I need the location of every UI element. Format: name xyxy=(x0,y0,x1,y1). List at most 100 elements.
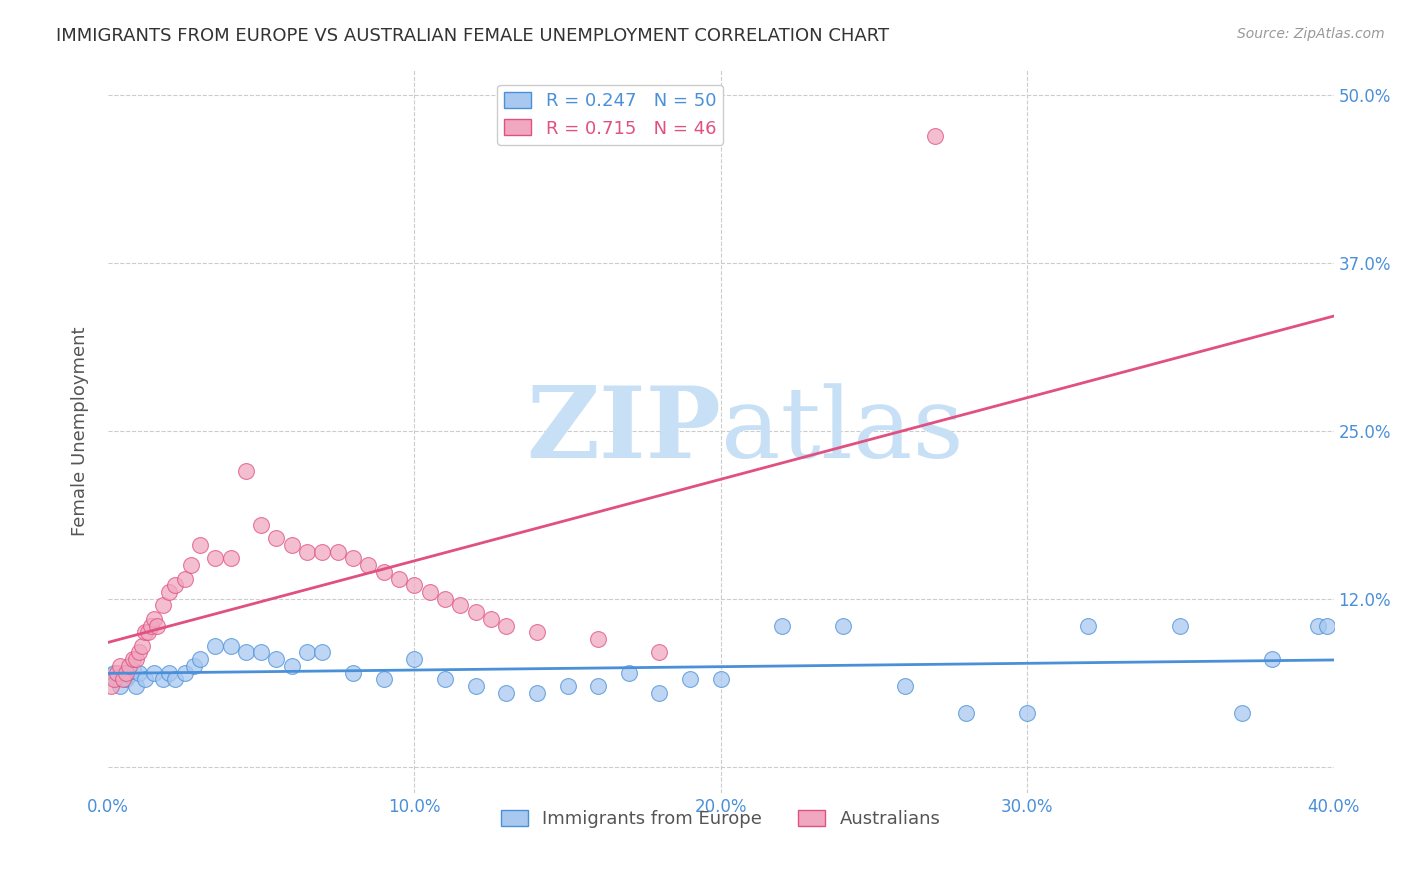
Point xyxy=(142,665,165,680)
Point xyxy=(165,578,187,592)
Point xyxy=(173,572,195,586)
Legend: Immigrants from Europe, Australians: Immigrants from Europe, Australians xyxy=(494,802,948,835)
Text: IMMIGRANTS FROM EUROPE VS AUSTRALIAN FEMALE UNEMPLOYMENT CORRELATION CHART: IMMIGRANTS FROM EUROPE VS AUSTRALIAN FEM… xyxy=(56,27,890,45)
Point xyxy=(112,665,135,680)
Point xyxy=(342,665,364,680)
Point xyxy=(1230,706,1253,720)
Point xyxy=(183,658,205,673)
Point xyxy=(464,605,486,619)
Point xyxy=(373,565,395,579)
Point xyxy=(404,652,426,666)
Point xyxy=(146,618,169,632)
Point xyxy=(165,672,187,686)
Point xyxy=(188,538,211,552)
Point xyxy=(188,652,211,666)
Text: ZIP: ZIP xyxy=(526,383,721,479)
Point xyxy=(266,531,288,545)
Point xyxy=(121,652,143,666)
Point xyxy=(710,672,733,686)
Point xyxy=(124,679,146,693)
Point xyxy=(419,585,441,599)
Point xyxy=(152,599,174,613)
Point xyxy=(557,679,579,693)
Point xyxy=(250,645,273,659)
Point xyxy=(100,679,122,693)
Point xyxy=(281,538,304,552)
Point xyxy=(124,652,146,666)
Point xyxy=(157,585,180,599)
Point xyxy=(1168,618,1191,632)
Point xyxy=(1077,618,1099,632)
Point xyxy=(136,625,159,640)
Point xyxy=(617,665,640,680)
Point xyxy=(495,686,517,700)
Point xyxy=(832,618,855,632)
Point xyxy=(464,679,486,693)
Point xyxy=(404,578,426,592)
Point xyxy=(434,672,457,686)
Point xyxy=(281,658,304,673)
Point xyxy=(235,645,257,659)
Point xyxy=(1017,706,1039,720)
Point xyxy=(311,645,333,659)
Point xyxy=(373,672,395,686)
Point xyxy=(118,658,141,673)
Point xyxy=(295,645,318,659)
Text: Source: ZipAtlas.com: Source: ZipAtlas.com xyxy=(1237,27,1385,41)
Point xyxy=(388,572,411,586)
Point xyxy=(105,665,128,680)
Point xyxy=(110,679,132,693)
Point xyxy=(357,558,380,573)
Point xyxy=(118,668,141,682)
Point xyxy=(311,545,333,559)
Point xyxy=(586,632,609,646)
Point xyxy=(105,672,128,686)
Point xyxy=(180,558,202,573)
Point xyxy=(1316,618,1339,632)
Point xyxy=(204,639,226,653)
Point xyxy=(648,686,671,700)
Point xyxy=(103,672,125,686)
Point xyxy=(128,645,150,659)
Point xyxy=(770,618,793,632)
Point xyxy=(219,639,242,653)
Point xyxy=(434,591,457,606)
Point xyxy=(142,612,165,626)
Point xyxy=(100,668,122,682)
Point xyxy=(115,672,138,686)
Point xyxy=(326,545,349,559)
Point xyxy=(526,625,548,640)
Point xyxy=(449,599,471,613)
Point xyxy=(235,464,257,478)
Point xyxy=(131,639,153,653)
Point xyxy=(128,665,150,680)
Point xyxy=(893,679,915,693)
Point xyxy=(924,128,946,143)
Point xyxy=(955,706,977,720)
Point xyxy=(266,652,288,666)
Point xyxy=(495,618,517,632)
Point xyxy=(103,665,125,680)
Point xyxy=(586,679,609,693)
Point xyxy=(479,612,502,626)
Point xyxy=(648,645,671,659)
Point xyxy=(342,551,364,566)
Point xyxy=(134,625,156,640)
Point xyxy=(152,672,174,686)
Point xyxy=(110,658,132,673)
Point xyxy=(115,665,138,680)
Point xyxy=(121,663,143,677)
Y-axis label: Female Unemployment: Female Unemployment xyxy=(72,326,89,536)
Point xyxy=(134,672,156,686)
Point xyxy=(1308,618,1330,632)
Point xyxy=(219,551,242,566)
Point xyxy=(679,672,702,686)
Point xyxy=(295,545,318,559)
Text: atlas: atlas xyxy=(721,383,963,479)
Point xyxy=(173,665,195,680)
Point xyxy=(157,665,180,680)
Point xyxy=(204,551,226,566)
Point xyxy=(139,618,162,632)
Point xyxy=(1261,652,1284,666)
Point xyxy=(112,672,135,686)
